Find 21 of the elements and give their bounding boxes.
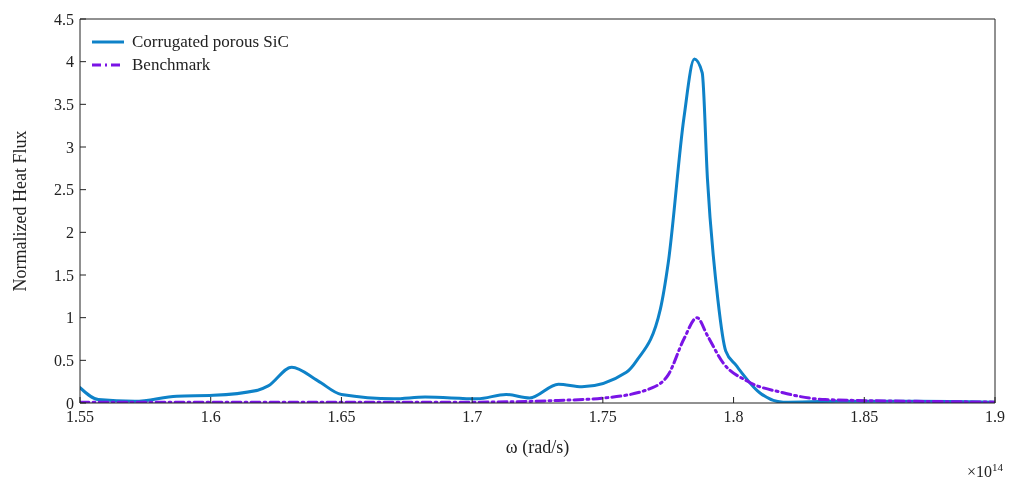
y-tick-label: 2 [66, 224, 74, 242]
y-tick-label: 3.5 [54, 96, 74, 114]
y-tick-label: 0.5 [54, 352, 74, 370]
x-tick-label: 1.9 [985, 408, 1005, 426]
y-tick-label: 1.5 [54, 266, 74, 284]
y-tick-label: 4 [66, 53, 74, 71]
x-axis-title: ω (rad/s) [505, 437, 570, 458]
x-tick-label: 1.65 [327, 408, 356, 426]
y-tick-label: 2.5 [54, 181, 74, 199]
x-tick-label: 1.8 [723, 408, 744, 426]
x-tick-label: 1.85 [850, 408, 879, 426]
legend-label: Benchmark [132, 54, 211, 76]
y-tick-label: 4.5 [54, 10, 74, 28]
x-tick-label: 1.75 [588, 408, 617, 426]
text: ×10$^{14}$ [966, 461, 1004, 480]
y-axis-title: Normalized Heat Flux [10, 130, 31, 292]
y-tick-label: 3 [66, 138, 74, 156]
legend-label: Corrugated porous SiC [132, 31, 289, 53]
x-tick-label: 1.6 [200, 408, 221, 426]
y-tick-label: 1 [66, 309, 74, 327]
x-tick-label: 1.7 [462, 408, 483, 426]
